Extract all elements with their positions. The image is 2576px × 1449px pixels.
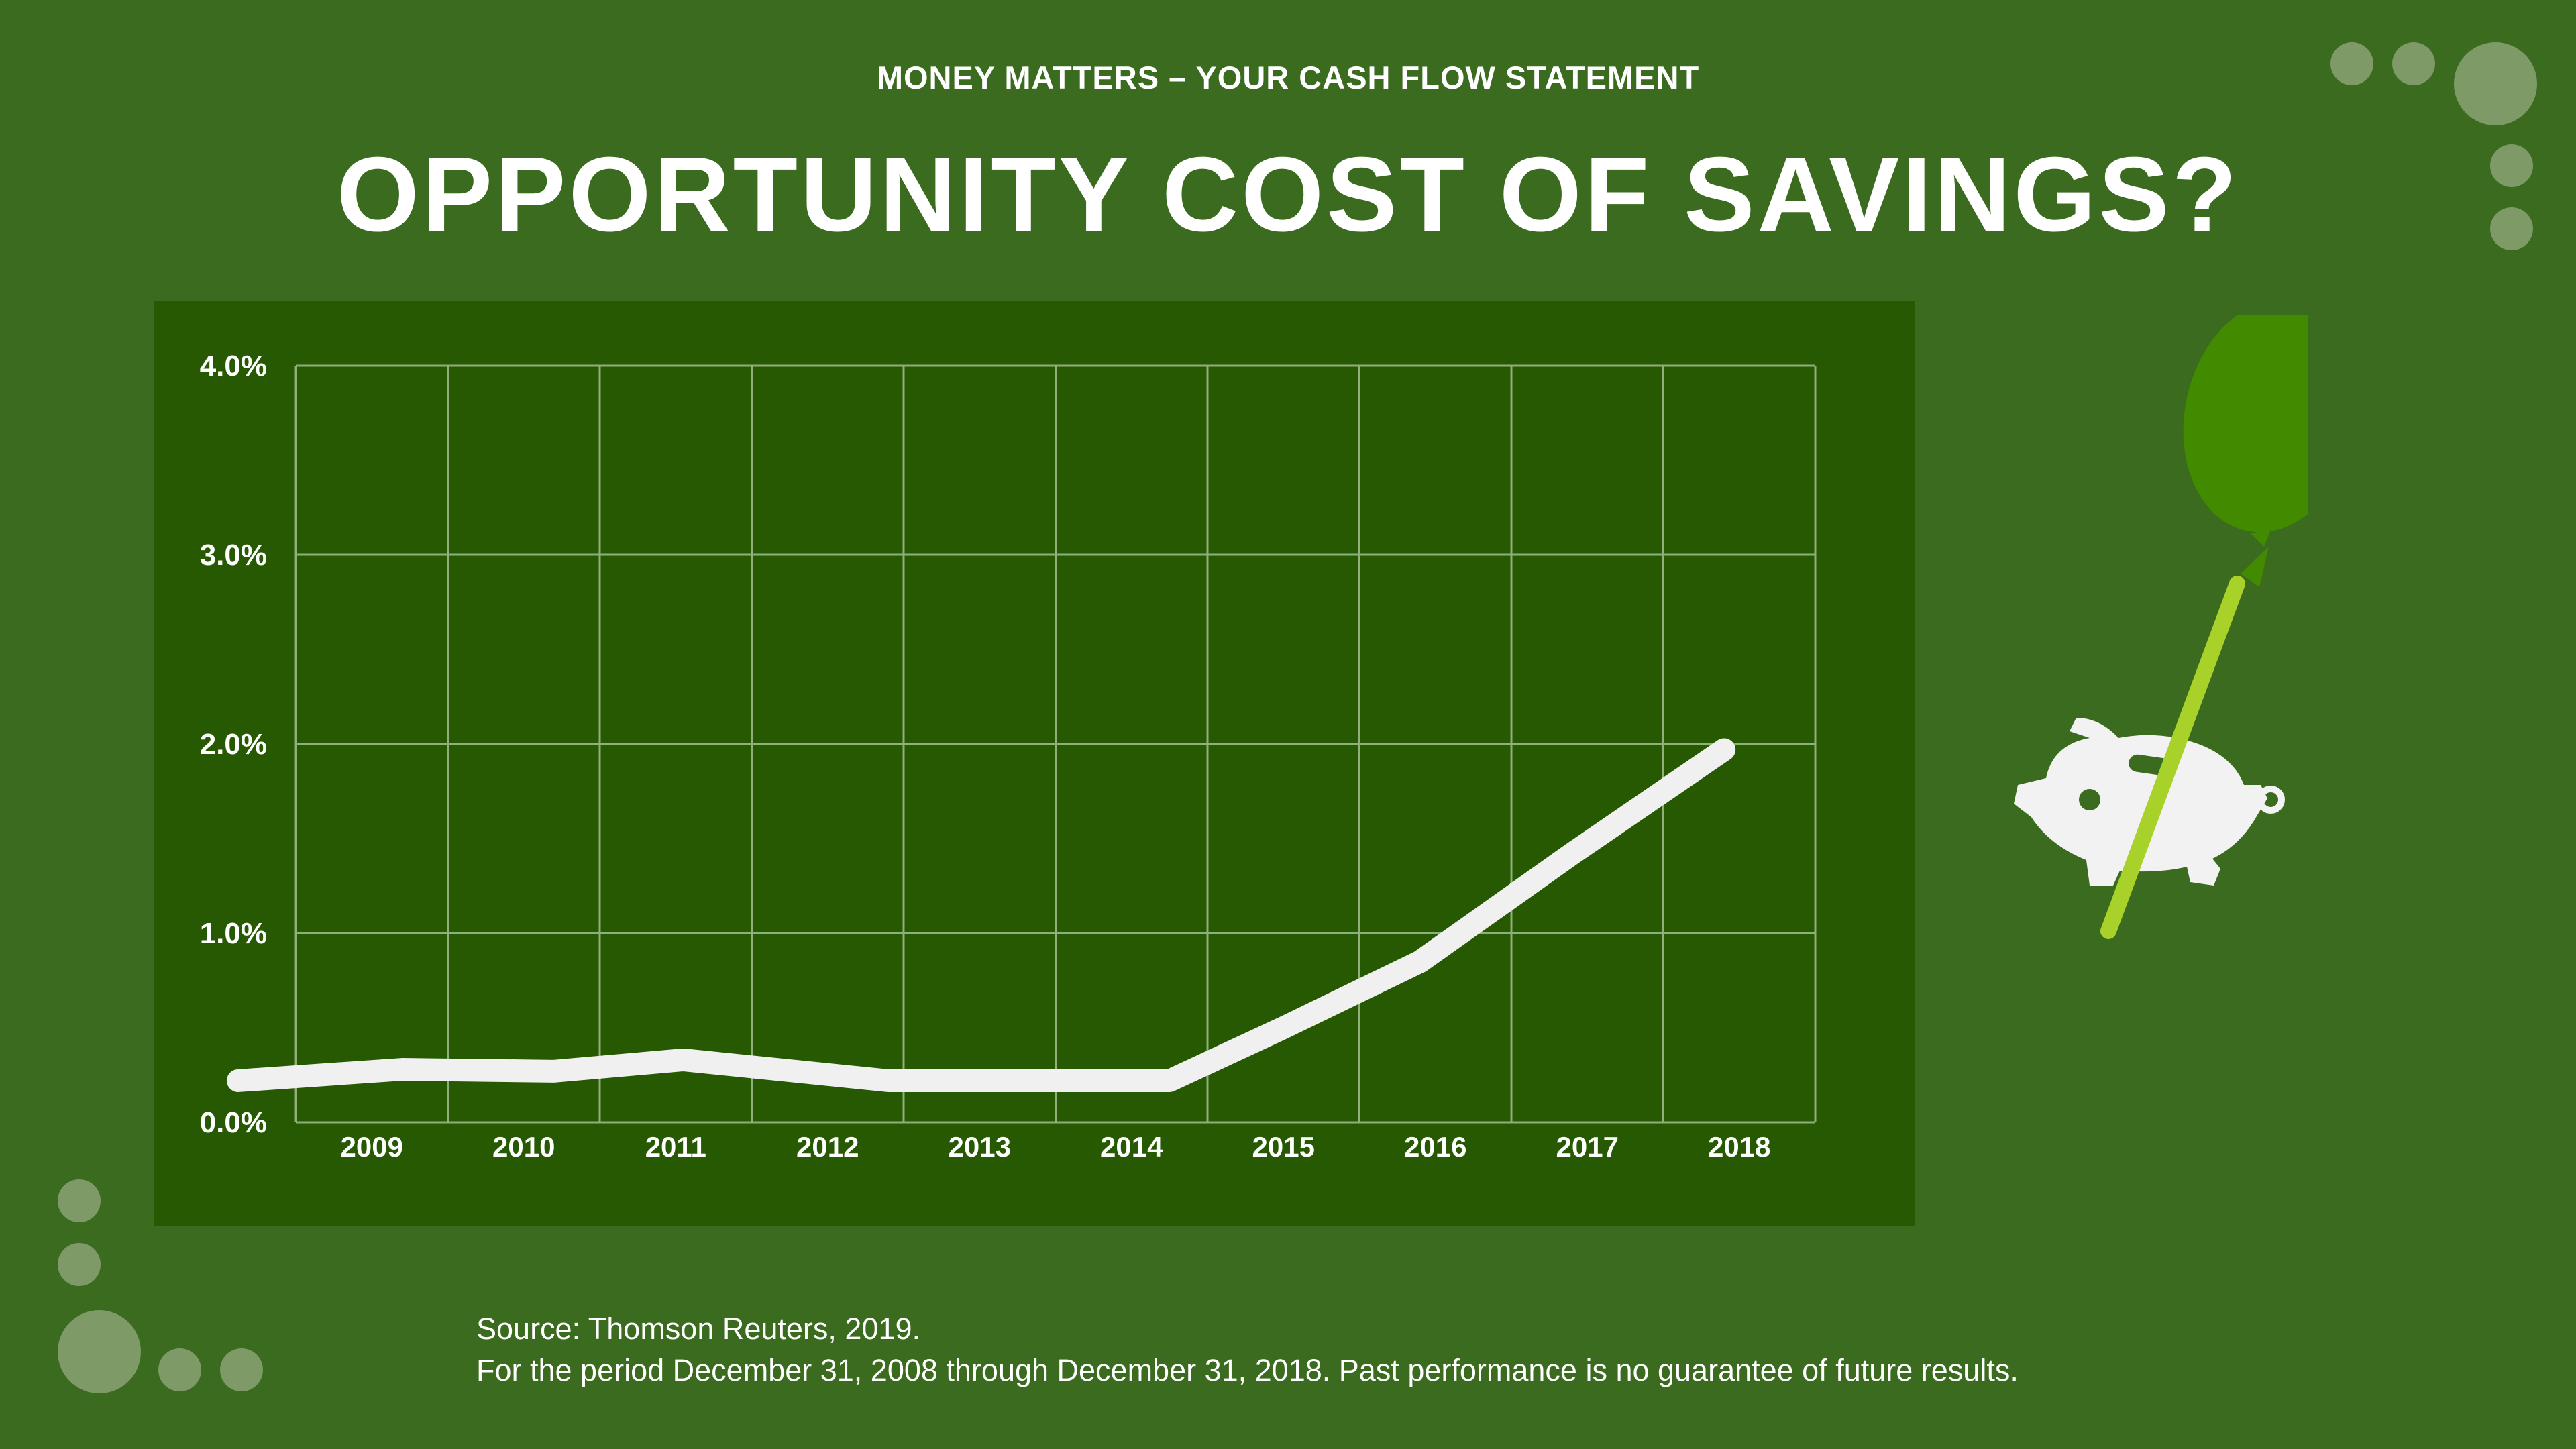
balloon-icon (2183, 315, 2308, 587)
decorative-circle (58, 1310, 141, 1393)
source-note: Source: Thomson Reuters, 2019. For the p… (476, 1308, 2019, 1391)
data-point (235, 1078, 240, 1083)
decorative-circle (220, 1348, 263, 1391)
chart-grid (294, 364, 1817, 1124)
balloon-string-icon (2100, 576, 2245, 939)
series-line (226, 738, 1736, 1092)
data-point (1281, 1026, 1286, 1030)
piggy-bank-with-balloon-icon (2014, 315, 2308, 939)
x-tick-label: 2011 (645, 1131, 706, 1163)
data-point (1038, 1078, 1042, 1083)
data-point (1167, 1078, 1172, 1083)
x-tick-label: 2013 (949, 1131, 1011, 1163)
decorative-circle (2490, 207, 2533, 250)
decorative-circle (2392, 42, 2435, 85)
data-point (681, 1057, 686, 1062)
x-tick-label: 2017 (1556, 1131, 1619, 1163)
y-tick-label: 0.0% (200, 1106, 267, 1139)
source-line: Source: Thomson Reuters, 2019. (476, 1311, 921, 1346)
chart-series (226, 738, 1736, 1092)
x-tick-label: 2018 (1708, 1131, 1770, 1163)
page-title: OPPORTUNITY COST OF SAVINGS? (336, 136, 2240, 254)
decorative-circle (2330, 42, 2373, 85)
x-tick-label: 2009 (341, 1131, 403, 1163)
x-tick-label: 2015 (1252, 1131, 1315, 1163)
y-tick-label: 2.0% (200, 728, 267, 761)
header-kicker: MONEY MATTERS – YOUR CASH FLOW STATEMENT (876, 60, 1700, 95)
x-tick-label: 2012 (796, 1131, 859, 1163)
data-point (886, 1078, 891, 1083)
decorative-circle (58, 1179, 101, 1222)
decorative-circle (2454, 42, 2537, 125)
data-point (1722, 747, 1727, 752)
disclaimer-line: For the period December 31, 2008 through… (476, 1353, 2019, 1387)
x-tick-label: 2010 (492, 1131, 555, 1163)
x-tick-label: 2014 (1100, 1131, 1163, 1163)
data-point (400, 1067, 405, 1072)
data-point (1418, 959, 1423, 964)
decorative-circle (2490, 144, 2533, 187)
piggy-bank-icon (2014, 718, 2285, 885)
data-point (552, 1069, 557, 1073)
decorative-circle (158, 1348, 201, 1391)
y-tick-label: 1.0% (200, 917, 267, 950)
x-tick-labels: 2009 2010 2011 2012 2013 2014 2015 2016 2017 2018 (341, 1131, 1771, 1163)
y-tick-label: 4.0% (200, 350, 267, 382)
y-tick-label: 3.0% (200, 539, 267, 572)
x-tick-label: 2016 (1404, 1131, 1466, 1163)
data-point (1570, 851, 1574, 856)
decorative-circle (58, 1243, 101, 1286)
y-tick-labels: 0.0% 1.0% 2.0% 3.0% 4.0% (200, 350, 267, 1139)
